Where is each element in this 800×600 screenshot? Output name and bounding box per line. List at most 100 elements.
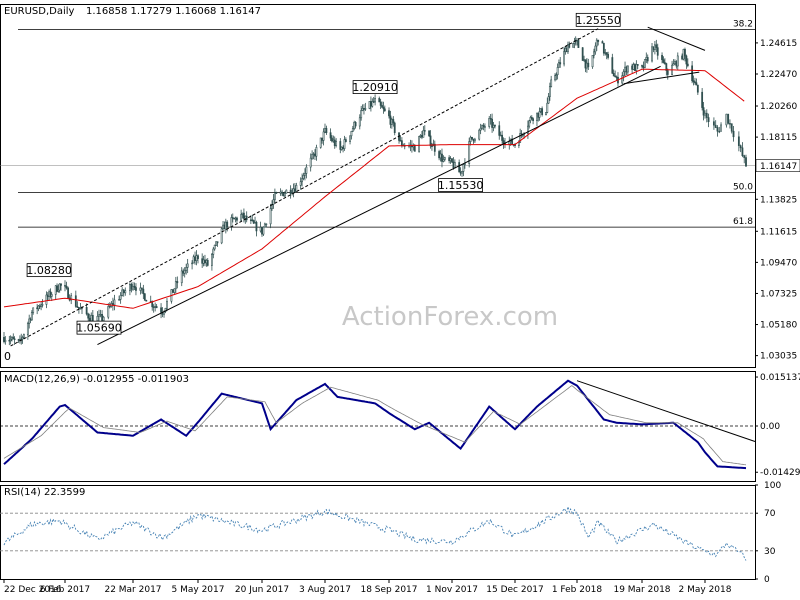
candle-body	[568, 44, 571, 48]
candle-body	[645, 57, 648, 60]
candle	[339, 138, 342, 154]
candle-body	[192, 256, 195, 264]
candle-body	[289, 189, 292, 194]
candle	[484, 123, 486, 132]
candle-body	[360, 110, 363, 119]
y-tick-label: 1.07325	[760, 289, 797, 299]
candle	[393, 121, 396, 136]
candle-body	[335, 141, 338, 146]
candle	[479, 123, 482, 135]
y-tick-label: 1.13825	[760, 195, 797, 205]
candle	[494, 124, 496, 129]
candle	[309, 153, 312, 172]
candle-body	[481, 125, 483, 129]
candle	[143, 292, 146, 301]
candle-body	[121, 289, 124, 296]
candle-body	[129, 284, 131, 292]
candle-body	[36, 307, 39, 310]
candle-body	[625, 66, 628, 73]
candle	[185, 263, 188, 275]
candle-body	[353, 121, 356, 129]
candle-body	[418, 136, 420, 152]
x-tick-label: 22 Mar 2017	[104, 585, 161, 595]
candle-body	[453, 162, 456, 169]
watermark: ActionForex.com	[342, 302, 558, 332]
candle-body	[607, 54, 609, 58]
candle-body	[378, 98, 381, 103]
candle-body	[594, 45, 597, 53]
candle-body	[98, 314, 100, 317]
candle-body	[604, 52, 607, 54]
candle	[98, 309, 100, 323]
candle-body	[664, 62, 666, 64]
candle-body	[255, 221, 258, 232]
rsi-y-tick-label: 0	[764, 575, 770, 585]
candle-body	[672, 63, 675, 66]
candle-body	[46, 294, 49, 298]
candle	[344, 137, 347, 143]
candle-body	[727, 113, 730, 124]
candle-body	[48, 291, 50, 298]
candle-body	[76, 306, 79, 308]
candle-body	[421, 135, 423, 138]
candle-body	[70, 295, 73, 301]
candle	[591, 54, 594, 69]
candle-body	[461, 170, 463, 174]
candle	[358, 114, 361, 130]
candle	[538, 107, 541, 121]
candle-body	[202, 259, 205, 264]
candle	[319, 137, 322, 149]
candle-body	[294, 188, 296, 192]
trendline	[647, 26, 706, 51]
candle-body	[261, 226, 263, 235]
y-tick-label: 1.11615	[760, 227, 797, 237]
candle-body	[60, 283, 62, 286]
annotation-label: 1.15530	[438, 179, 484, 192]
candle-body	[349, 135, 351, 142]
current-price-tag: 1.16147	[755, 159, 800, 172]
candle-body	[41, 304, 44, 306]
candle	[284, 191, 286, 198]
candle	[701, 88, 704, 111]
candle	[368, 101, 371, 110]
candle	[272, 194, 275, 209]
y-tick-label: 1.09470	[760, 258, 797, 268]
candle-body	[730, 123, 733, 132]
candle-body	[388, 110, 390, 117]
candle-body	[695, 82, 698, 86]
candle-body	[472, 138, 475, 142]
candle-body	[312, 153, 315, 156]
candle-body	[249, 219, 252, 221]
candle	[140, 287, 143, 294]
candle-body	[79, 308, 82, 310]
candle	[643, 59, 646, 69]
candle-body	[263, 223, 266, 228]
candle-body	[324, 128, 326, 133]
price-annotation: 1.20910	[352, 80, 398, 94]
candle-body	[22, 334, 25, 338]
candle-body	[458, 162, 461, 173]
candle-body	[621, 75, 624, 84]
candle	[78, 307, 80, 314]
candle	[289, 185, 292, 199]
candle-body	[602, 42, 605, 54]
y-tick-label: 1.20260	[760, 102, 797, 112]
candle	[275, 191, 278, 194]
candle	[166, 298, 168, 312]
candle-body	[133, 285, 136, 288]
candle	[546, 97, 549, 114]
candle-body	[635, 64, 638, 71]
candle-body	[438, 151, 441, 159]
candle-body	[8, 339, 11, 342]
candle-body	[682, 49, 685, 60]
candle-body	[442, 159, 445, 162]
candle-body	[236, 217, 238, 221]
candle-body	[91, 315, 94, 322]
candle-body	[67, 287, 69, 299]
candle-body	[240, 214, 243, 221]
candle	[597, 39, 600, 46]
candle	[60, 283, 62, 291]
candle-body	[50, 294, 53, 297]
rsi-y-tick-label: 100	[764, 481, 781, 491]
candle-body	[223, 224, 226, 230]
